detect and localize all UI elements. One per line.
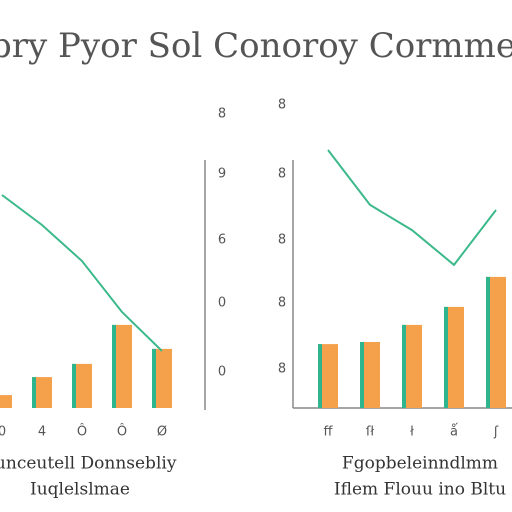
bar	[32, 377, 52, 408]
bar-edge	[444, 306, 448, 408]
x-tick-label: Ô	[77, 424, 87, 440]
y-tick-label: 8	[278, 296, 286, 311]
bar-edge	[112, 324, 116, 408]
y-tick-label: 8	[278, 167, 286, 182]
bar-edge	[32, 377, 36, 408]
bar	[486, 276, 506, 408]
bar-edge	[72, 363, 76, 408]
caption: Iflem Flouu ino Bltu	[334, 480, 506, 500]
x-tick-label: ff	[324, 425, 334, 440]
bar	[152, 348, 172, 408]
y-tick-label: 0	[218, 296, 226, 311]
x-axis-label: Tunceutell Donnsebliy	[0, 454, 177, 474]
bar-edge	[152, 348, 156, 408]
bar	[444, 306, 464, 408]
x-axis-label: Fgopbeleinndlmm	[342, 454, 498, 474]
bar	[402, 324, 422, 408]
x-tick-label: 0	[0, 425, 6, 440]
bar-edge	[318, 344, 322, 408]
y-tick-label: 9	[218, 167, 226, 182]
x-tick-label: ł	[410, 425, 414, 440]
bar	[318, 344, 338, 408]
line	[327, 149, 497, 267]
bar-edge	[360, 342, 364, 408]
x-tick-label: ſł	[366, 425, 375, 440]
bar-edge	[486, 276, 490, 408]
x-tick-label: Ô	[117, 424, 127, 440]
caption: Iuqlelslmae	[30, 480, 130, 500]
x-tick-label: ǻ	[450, 424, 458, 440]
y-tick-label: 8	[218, 107, 226, 122]
bar	[360, 342, 380, 408]
page-title: Onpry Pyor Sol Conoroy Cormmeyar	[0, 26, 512, 66]
y-tick-label: 8	[278, 233, 286, 248]
x-tick-label: ʃ	[493, 425, 499, 440]
line	[1, 194, 163, 352]
bar	[72, 363, 92, 408]
y-tick-label: 8	[278, 98, 286, 113]
y-tick-label: 8	[278, 362, 286, 377]
bar	[0, 395, 12, 408]
y-tick-label: 0	[218, 365, 226, 380]
x-tick-label: 4	[38, 425, 46, 440]
x-tick-label: Ø	[157, 425, 167, 440]
y-tick-label: 6	[218, 233, 226, 248]
bar-edge	[402, 324, 406, 408]
bar	[112, 324, 132, 408]
